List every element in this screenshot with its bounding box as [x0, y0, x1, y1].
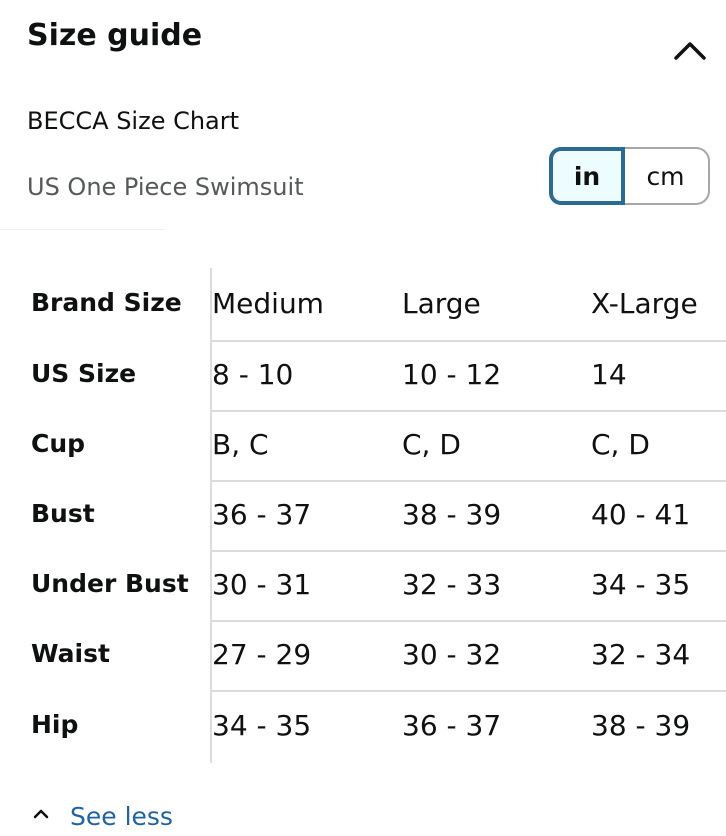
- section-divider: [0, 229, 165, 230]
- table-row-under-bust: Under Bust 30 - 31 32 - 33 34 - 35: [0, 549, 726, 619]
- unit-in-button[interactable]: in: [549, 147, 625, 205]
- row-label: Bust: [31, 499, 95, 528]
- label-column-divider: [210, 268, 212, 763]
- table-row-waist: Waist 27 - 29 30 - 32 32 - 34: [0, 619, 726, 689]
- row-label: Cup: [31, 429, 86, 458]
- row-label: Under Bust: [31, 569, 189, 598]
- unit-cm-button[interactable]: cm: [623, 147, 710, 205]
- see-less-label: See less: [70, 801, 173, 831]
- table-cell: 8 - 10: [212, 358, 294, 391]
- collapse-chevron-icon[interactable]: [670, 30, 710, 70]
- size-guide-title: Size guide: [27, 18, 203, 53]
- row-separator: [211, 410, 726, 412]
- table-cell: X-Large: [591, 287, 698, 320]
- table-cell: 40 - 41: [591, 498, 691, 531]
- table-cell: Large: [402, 287, 481, 320]
- row-separator: [211, 690, 726, 692]
- row-separator: [211, 620, 726, 622]
- table-cell: C, D: [402, 428, 461, 461]
- table-row-brand-size: Brand Size Medium Large X-Large: [0, 268, 726, 338]
- row-label: Hip: [31, 710, 79, 739]
- row-separator: [211, 340, 726, 342]
- row-label: Brand Size: [31, 288, 182, 317]
- row-label: US Size: [31, 359, 137, 388]
- chevron-up-icon: [32, 805, 50, 827]
- size-table: Brand Size Medium Large X-Large US Size …: [0, 268, 726, 763]
- table-cell: 38 - 39: [591, 709, 691, 742]
- table-cell: 34 - 35: [212, 709, 312, 742]
- table-cell: 32 - 33: [402, 568, 502, 601]
- table-cell: 30 - 32: [402, 638, 502, 671]
- table-row-bust: Bust 36 - 37 38 - 39 40 - 41: [0, 479, 726, 549]
- table-cell: B, C: [212, 428, 269, 461]
- row-separator: [211, 480, 726, 482]
- table-cell: 27 - 29: [212, 638, 312, 671]
- size-chart-subtitle: US One Piece Swimsuit: [27, 173, 304, 201]
- table-row-cup: Cup B, C C, D C, D: [0, 409, 726, 479]
- table-cell: 34 - 35: [591, 568, 691, 601]
- table-cell: 10 - 12: [402, 358, 502, 391]
- table-cell: C, D: [591, 428, 650, 461]
- table-cell: 14: [591, 358, 627, 391]
- table-cell: 38 - 39: [402, 498, 502, 531]
- see-less-link[interactable]: See less: [32, 796, 173, 836]
- table-row-us-size: US Size 8 - 10 10 - 12 14: [0, 339, 726, 409]
- row-separator: [211, 550, 726, 552]
- table-row-hip: Hip 34 - 35 36 - 37 38 - 39: [0, 690, 726, 760]
- table-cell: 32 - 34: [591, 638, 691, 671]
- table-cell: Medium: [212, 287, 324, 320]
- table-cell: 30 - 31: [212, 568, 312, 601]
- table-cell: 36 - 37: [402, 709, 502, 742]
- size-chart-title: BECCA Size Chart: [27, 107, 240, 135]
- row-label: Waist: [31, 639, 110, 668]
- table-cell: 36 - 37: [212, 498, 312, 531]
- unit-toggle: in cm: [549, 147, 710, 205]
